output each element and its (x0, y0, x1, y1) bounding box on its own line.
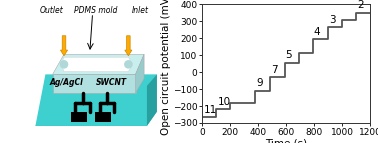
Text: 11: 11 (203, 105, 217, 115)
Text: 10: 10 (218, 97, 231, 107)
Polygon shape (36, 112, 157, 126)
Text: Ag/AgCl: Ag/AgCl (50, 79, 84, 87)
Text: Outlet: Outlet (39, 6, 63, 15)
Text: 5: 5 (286, 50, 292, 60)
Circle shape (60, 61, 68, 68)
Polygon shape (53, 74, 135, 93)
Text: 7: 7 (271, 65, 278, 75)
Bar (96, 112, 111, 122)
X-axis label: Time (s): Time (s) (265, 138, 307, 143)
FancyArrow shape (60, 36, 68, 56)
Text: 4: 4 (314, 26, 320, 36)
Polygon shape (61, 57, 133, 72)
Polygon shape (36, 74, 157, 126)
Text: 9: 9 (256, 78, 263, 88)
Text: 3: 3 (329, 15, 336, 25)
Y-axis label: Open circuit potential (mV): Open circuit potential (mV) (161, 0, 171, 135)
Text: Inlet: Inlet (131, 6, 148, 15)
Polygon shape (135, 54, 144, 93)
FancyArrow shape (125, 36, 132, 56)
Circle shape (125, 61, 132, 68)
Text: SWCNT: SWCNT (96, 79, 127, 87)
Polygon shape (53, 54, 144, 74)
Text: 2: 2 (357, 0, 364, 10)
Polygon shape (147, 74, 157, 126)
Text: PDMS mold: PDMS mold (74, 6, 117, 15)
Bar (71, 112, 87, 122)
